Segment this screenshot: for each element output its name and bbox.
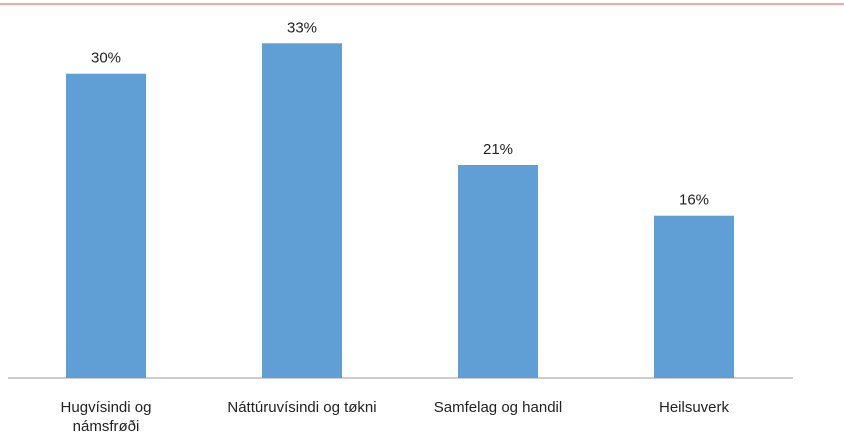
x-tick-label: Náttúruvísindi og tøkni: [227, 399, 377, 416]
bar: [654, 215, 734, 378]
value-label: 16%: [679, 192, 709, 209]
value-label: 21%: [483, 141, 513, 158]
x-tick-label: Heilsuverk: [658, 399, 730, 416]
value-label: 30%: [91, 50, 121, 67]
bar: [262, 43, 342, 379]
bar: [66, 73, 146, 378]
bar: [458, 165, 538, 378]
x-tick-label: Hugvísindi og námsfrøði: [60, 399, 152, 435]
value-label: 33%: [287, 19, 317, 36]
x-tick-label: Samfelag og handil: [433, 399, 563, 416]
